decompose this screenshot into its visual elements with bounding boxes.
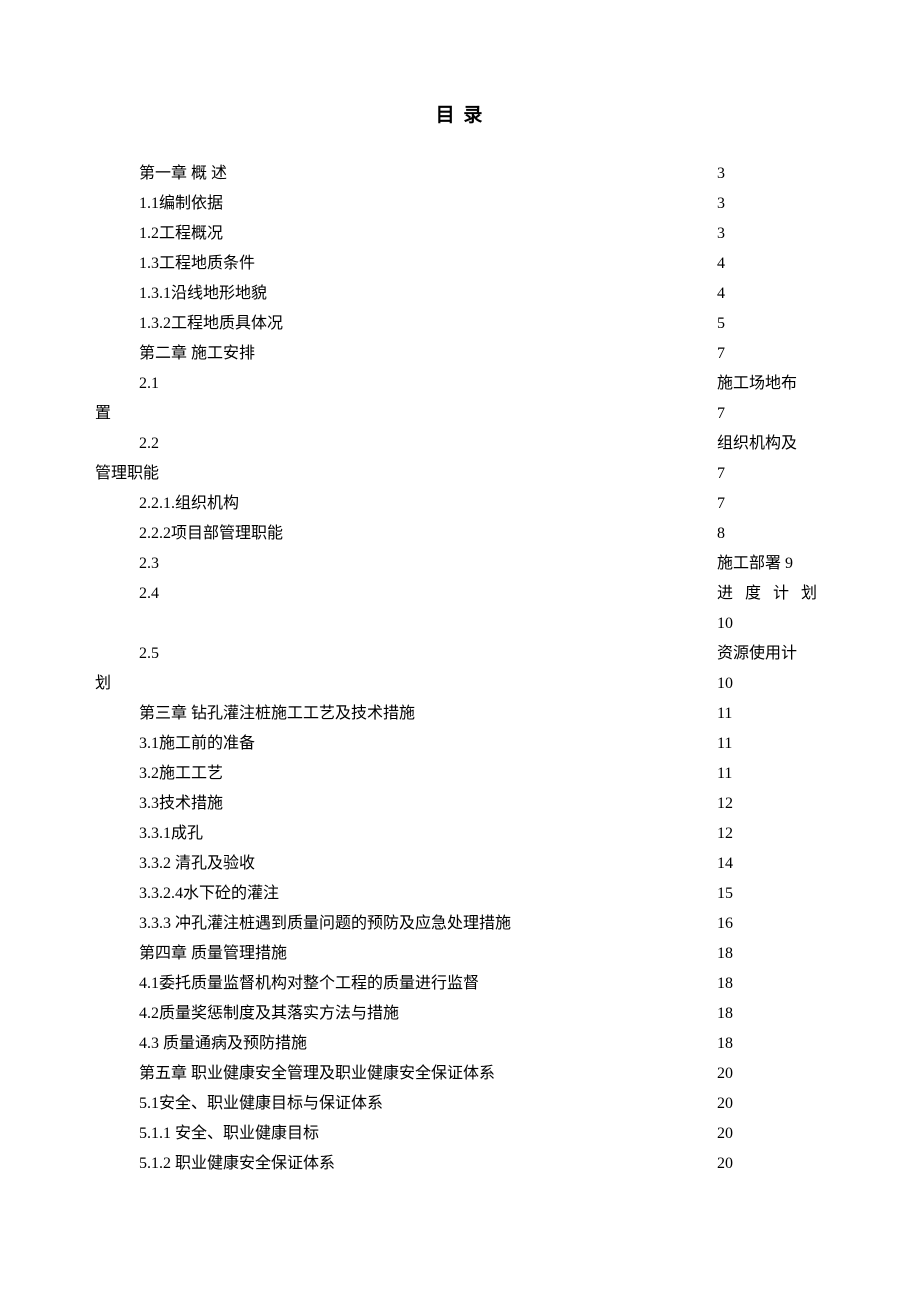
toc-page: 18 [717, 939, 733, 969]
toc-label: 1.1编制依据 [95, 195, 223, 212]
toc-label: 1.3工程地质条件 [95, 255, 255, 272]
toc-label: 5.1.1 安全、职业健康目标 [95, 1125, 319, 1142]
toc-label: 第五章 职业健康安全管理及职业健康安全保证体系 [95, 1065, 495, 1082]
toc-label: 3.3.2.4水下砼的灌注 [95, 885, 279, 902]
toc-page: 11 [717, 699, 732, 729]
toc-page: 12 [717, 789, 733, 819]
toc-label: 2.2.1.组织机构 [95, 495, 239, 512]
toc-label: 1.3.1沿线地形地貌 [95, 285, 267, 302]
toc-container: 第一章 概 述 3 1.1编制依据 3 1.2工程概况 3 1.3工程地质条件 4 1.3.1沿… [95, 159, 825, 1179]
toc-label: 1.2工程概况 [95, 225, 223, 242]
toc-page: 3 [717, 159, 725, 189]
toc-label: 5.1安全、职业健康目标与保证体系 [95, 1095, 383, 1112]
toc-label: 2.1 [95, 375, 159, 392]
toc-page: 18 [717, 999, 733, 1029]
toc-page: 20 [717, 1089, 733, 1119]
toc-page: 20 [717, 1059, 733, 1089]
toc-label: 第四章 质量管理措施 [95, 945, 287, 962]
toc-label: 1.3.2工程地质具体况 [95, 315, 283, 332]
toc-label: 3.3.3 冲孔灌注桩遇到质量问题的预防及应急处理措施 [95, 915, 511, 932]
toc-page: 4 [717, 279, 725, 309]
toc-label: 3.3.2 清孔及验收 [95, 855, 255, 872]
toc-page: 15 [717, 879, 733, 909]
toc-page: 7 [717, 489, 725, 519]
toc-page: 7 [717, 459, 725, 489]
toc-page: 4 [717, 249, 725, 279]
toc-right-text: 施工场地布 [717, 369, 797, 399]
toc-label: 2.2 [95, 435, 159, 452]
toc-page: 11 [717, 729, 732, 759]
toc-label: 第一章 概 述 [95, 165, 227, 182]
toc-label: 3.3.1成孔 [95, 825, 203, 842]
toc-right-text: 施工部署 9 [717, 549, 793, 579]
toc-page: 18 [717, 969, 733, 999]
toc-page: 14 [717, 849, 733, 879]
toc-label: 第三章 钻孔灌注桩施工工艺及技术措施 [95, 705, 415, 722]
toc-label: 2.3 [95, 555, 159, 572]
toc-page: 8 [717, 519, 725, 549]
toc-right-text: 进 度 计 划 [717, 579, 821, 609]
toc-label: 2.4 [95, 585, 159, 602]
toc-page: 10 [717, 669, 733, 699]
toc-page: 3 [717, 189, 725, 219]
toc-label: 5.1.2 职业健康安全保证体系 [95, 1155, 335, 1172]
toc-continuation: 置 [95, 405, 111, 422]
toc-page: 7 [717, 339, 725, 369]
toc-continuation: 管理职能 [95, 465, 159, 482]
toc-page: 20 [717, 1149, 733, 1179]
toc-page: 16 [717, 909, 733, 939]
toc-label: 4.3 质量通病及预防措施 [95, 1035, 307, 1052]
toc-label: 3.1施工前的准备 [95, 735, 255, 752]
toc-right-text: 组织机构及 [717, 429, 797, 459]
toc-page: 3 [717, 219, 725, 249]
toc-page: 18 [717, 1029, 733, 1059]
toc-right-text: 资源使用计 [717, 639, 797, 669]
toc-label: 第二章 施工安排 [95, 345, 255, 362]
toc-page: 7 [717, 399, 725, 429]
toc-label: 2.2.2项目部管理职能 [95, 525, 283, 542]
toc-label: 2.5 [95, 645, 159, 662]
toc-page: 20 [717, 1119, 733, 1149]
toc-label: 4.2质量奖惩制度及其落实方法与措施 [95, 1005, 399, 1022]
toc-label: 3.2施工工艺 [95, 765, 223, 782]
toc-page: 12 [717, 819, 733, 849]
toc-page: 5 [717, 309, 725, 339]
toc-label: 3.3技术措施 [95, 795, 223, 812]
toc-page: 10 [717, 609, 733, 639]
toc-label: 4.1委托质量监督机构对整个工程的质量进行监督 [95, 975, 479, 992]
toc-page: 11 [717, 759, 732, 789]
toc-title: 目 录 [95, 100, 825, 127]
toc-continuation: 划 [95, 675, 111, 692]
